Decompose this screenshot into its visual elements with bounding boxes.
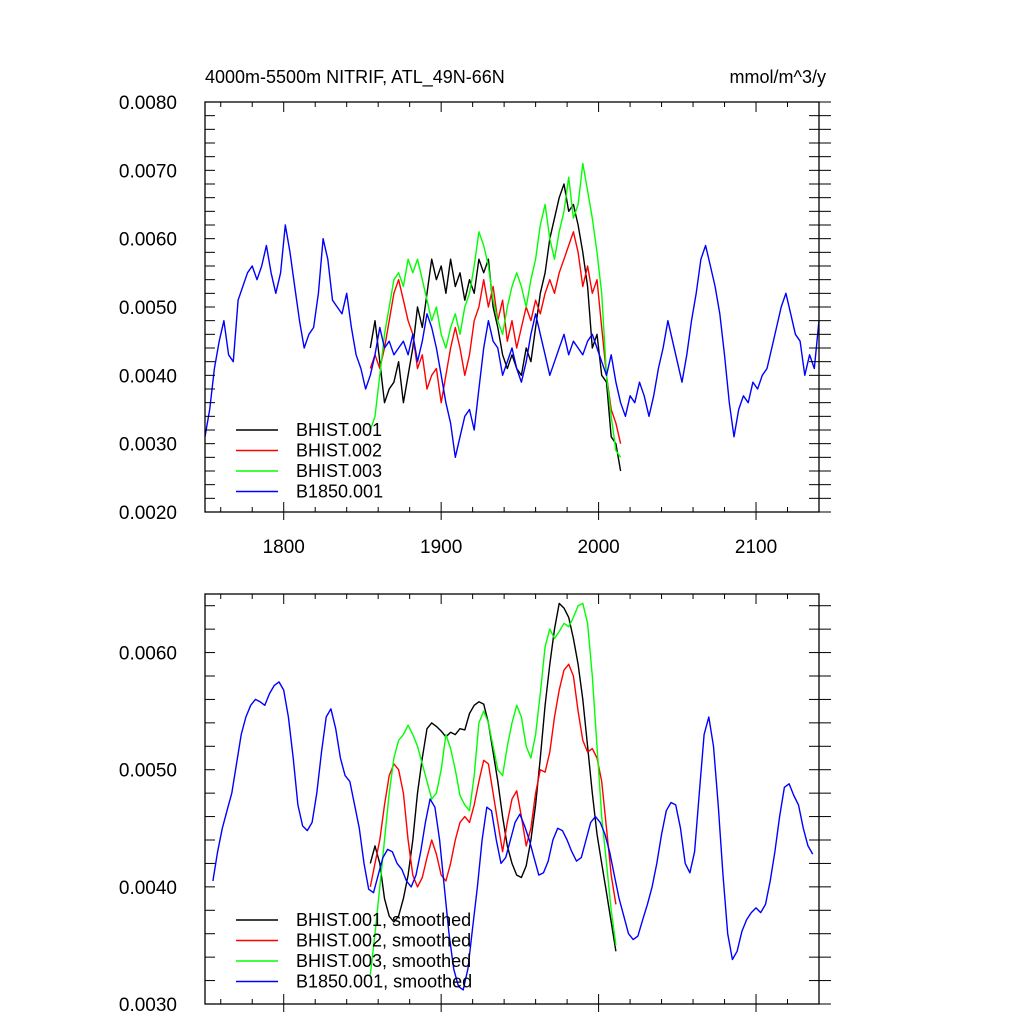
top-axes: 1800 1900 2000 2100 0.0020 0.0030 0.0040 0.0050… bbox=[119, 93, 831, 558]
bottom-axes: 0.0030 0.0040 0.0050 0.0060 bbox=[119, 594, 831, 1016]
bottom-y-tick-label-3: 0.0060 bbox=[119, 644, 177, 665]
bottom-legend-label-1: BHIST.002, smoothed bbox=[296, 931, 471, 951]
bottom-series-line-3 bbox=[212, 681, 814, 991]
chart-title: 4000m-5500m NITRIF, ATL_49N-66N bbox=[205, 67, 505, 88]
bottom-y-tick-label-0: 0.0030 bbox=[119, 995, 177, 1016]
top-y-tick-label-1: 0.0030 bbox=[119, 435, 177, 456]
bottom-series-line-0 bbox=[369, 602, 617, 952]
top-series-line-3 bbox=[204, 224, 820, 458]
chart-top-panel: 4000m-5500m NITRIF, ATL_49N-66N mmol/m^3… bbox=[119, 67, 831, 558]
bottom-plot-frame bbox=[204, 593, 820, 1005]
chart-units: mmol/m^3/y bbox=[730, 67, 826, 87]
bottom-legend-label-2: BHIST.003, smoothed bbox=[296, 951, 471, 971]
top-y-tick-label-0: 0.0020 bbox=[119, 503, 177, 524]
bottom-series-group bbox=[212, 602, 814, 991]
bottom-series-line-1 bbox=[369, 663, 617, 905]
top-x-tick-label-1: 1900 bbox=[420, 537, 462, 558]
chart-bottom-panel: 0.0030 0.0040 0.0050 0.0060 BHIST.001, smoo… bbox=[119, 593, 831, 1016]
top-series-line-2 bbox=[369, 162, 622, 458]
top-x-tick-label-0: 1800 bbox=[263, 537, 305, 558]
bottom-y-tick-label-2: 0.0050 bbox=[119, 761, 177, 782]
top-series-group bbox=[204, 162, 820, 472]
bottom-series-line-2 bbox=[369, 602, 617, 975]
top-legend-label-1: BHIST.002 bbox=[296, 441, 382, 461]
top-x-tick-label-2: 2000 bbox=[577, 537, 619, 558]
top-series-line-0 bbox=[369, 183, 622, 472]
top-y-tick-label-6: 0.0080 bbox=[119, 93, 177, 114]
bottom-y-tick-label-1: 0.0040 bbox=[119, 878, 177, 899]
top-x-tick-label-3: 2100 bbox=[735, 537, 777, 558]
top-y-tick-label-5: 0.0070 bbox=[119, 161, 177, 182]
top-legend-label-0: BHIST.001 bbox=[296, 420, 382, 440]
top-legend-label-3: B1850.001 bbox=[296, 482, 383, 502]
top-series-line-1 bbox=[369, 231, 622, 444]
top-y-tick-label-3: 0.0050 bbox=[119, 298, 177, 319]
top-y-tick-label-4: 0.0060 bbox=[119, 230, 177, 251]
bottom-legend-label-0: BHIST.001, smoothed bbox=[296, 910, 471, 930]
top-legend-label-2: BHIST.003 bbox=[296, 461, 382, 481]
top-y-tick-label-2: 0.0040 bbox=[119, 366, 177, 387]
bottom-legend-label-3: B1850.001, smoothed bbox=[296, 972, 472, 992]
